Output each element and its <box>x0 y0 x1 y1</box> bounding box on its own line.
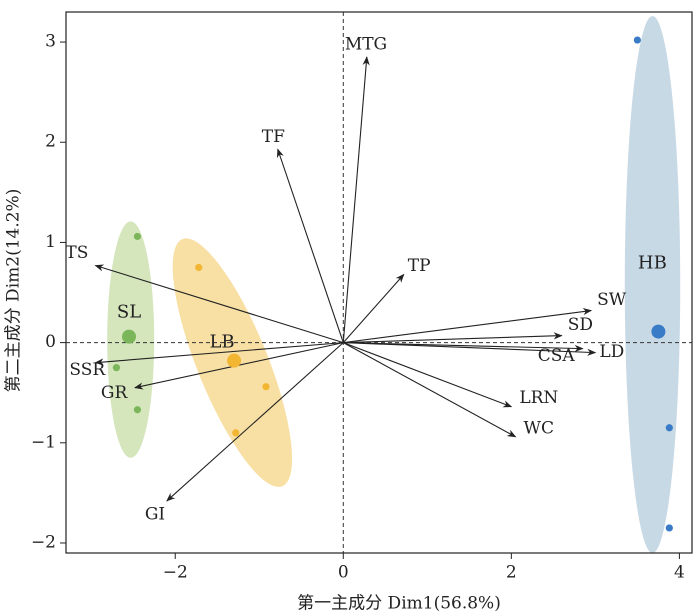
centroid-sl <box>122 329 137 344</box>
x-tick-label: 2 <box>506 563 517 583</box>
sample-point-sl <box>133 232 142 241</box>
sample-points <box>112 36 673 532</box>
group-label-sl: SL <box>117 302 141 323</box>
sample-point-hb <box>665 524 673 532</box>
loading-arrow-mtg <box>342 56 370 343</box>
variable-label-sd: SD <box>568 315 593 335</box>
sample-point-lb <box>232 429 240 437</box>
reference-lines <box>66 12 692 553</box>
plot-frame <box>65 11 693 554</box>
loading-arrow-csa <box>343 342 584 353</box>
x-tick-label: −2 <box>163 563 188 583</box>
x-axis-title: 第一主成分 Dim1(56.8%) <box>297 594 501 614</box>
loading-arrow-wc <box>343 342 517 438</box>
loading-arrow-tf <box>276 148 344 343</box>
sample-point-lb <box>262 383 270 391</box>
loading-arrow-ld <box>343 342 597 356</box>
variable-label-csa: CSA <box>538 346 576 366</box>
loading-arrows <box>94 56 597 502</box>
y-axis-title: 第二主成分 Dim2(14.2%) <box>4 189 24 393</box>
y-tick-label: 1 <box>45 232 56 252</box>
loading-arrow-sw <box>343 308 593 344</box>
x-tick-label: 4 <box>674 563 685 583</box>
x-tick-label: 0 <box>338 563 349 583</box>
axes: −2 0 2 4 −2 −1 0 1 2 3 第一主成分 Dim1(56.8%) 第二主成分 Dim2… <box>4 11 693 614</box>
sample-point-lb <box>195 263 203 272</box>
loading-arrow-tp <box>342 273 405 343</box>
variable-label-gi: GI <box>145 504 165 524</box>
y-tick-label: −2 <box>31 532 56 552</box>
group-label-hb: HB <box>638 253 667 274</box>
y-tick-label: 0 <box>45 332 56 352</box>
loading-arrow-ssr <box>94 342 344 366</box>
y-tick-label: 2 <box>45 132 56 152</box>
variable-label-mtg: MTG <box>345 35 387 55</box>
centroid-hb <box>651 324 666 339</box>
variable-label-tf: TF <box>262 127 285 147</box>
group-ellipses <box>107 16 681 553</box>
variable-label-lrn: LRN <box>519 388 558 408</box>
variable-label-ld: LD <box>599 342 624 362</box>
variable-label-gr: GR <box>101 383 129 403</box>
sample-point-hb <box>633 36 641 44</box>
loading-arrow-gi <box>166 342 344 502</box>
loading-arrow-sd <box>343 332 563 344</box>
group-label-lb: LB <box>209 332 234 353</box>
sample-point-sl <box>112 364 121 372</box>
loading-arrow-ts <box>94 264 344 344</box>
variable-label-ssr: SSR <box>69 360 106 380</box>
sample-point-sl <box>133 406 142 414</box>
sample-point-hb <box>665 424 673 432</box>
ellipse-hb <box>624 16 681 553</box>
y-tick-label: 3 <box>45 32 56 52</box>
variable-label-sw: SW <box>597 290 627 310</box>
variable-label-ts: TS <box>65 243 88 263</box>
loading-arrow-lrn <box>343 342 513 408</box>
variable-label-tp: TP <box>408 256 431 276</box>
y-tick-label: −1 <box>31 432 56 452</box>
centroid-lb <box>227 353 242 368</box>
variable-label-wc: WC <box>524 418 554 438</box>
